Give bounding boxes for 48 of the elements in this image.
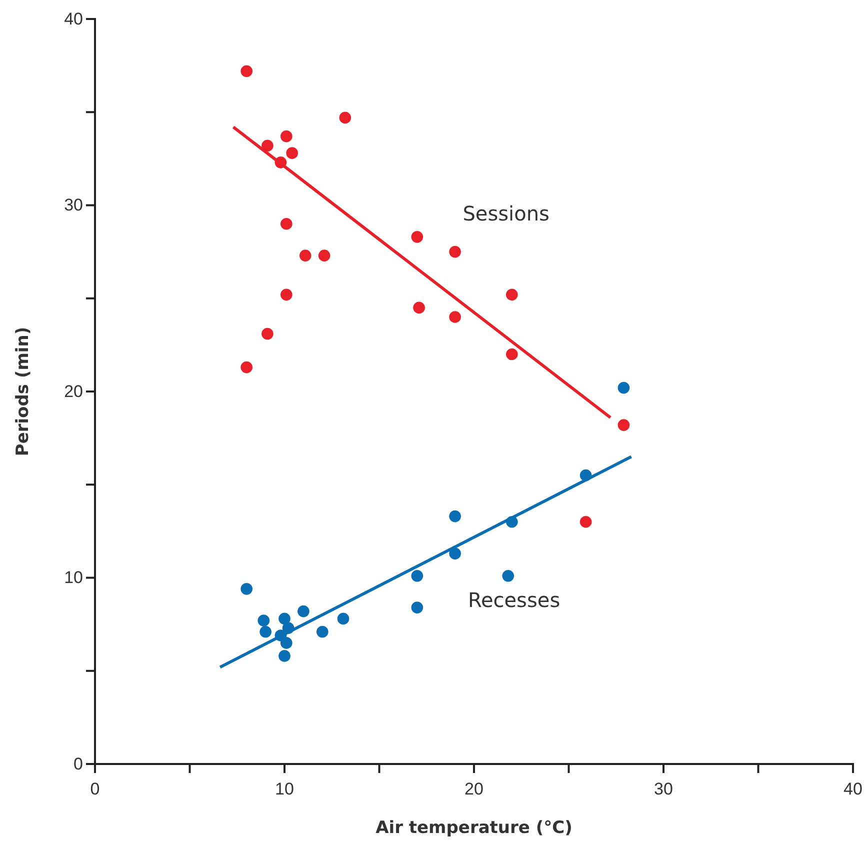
y-tick-label: 40 [64,9,83,28]
point [449,510,461,522]
y-tick-label: 30 [64,196,83,215]
point [298,605,310,618]
x-tick-label: 10 [275,780,294,799]
y-tick-label: 0 [74,754,83,774]
point [411,231,424,243]
point [280,637,292,649]
point [316,626,328,638]
x-tick-label: 30 [654,780,673,799]
point [278,650,290,662]
point [413,302,425,314]
point [618,419,630,431]
x-axis-title: Air temperature (°C) [376,818,572,838]
x-tick-label: 20 [464,780,484,799]
x-tick-label: 0 [90,780,100,799]
point [260,626,272,638]
point [240,361,253,374]
point [411,602,424,614]
point [337,612,350,625]
point [286,147,298,160]
point [318,250,330,262]
point [280,218,292,230]
series-label: Recesses [468,588,560,612]
point [278,612,290,625]
point [449,246,461,258]
point [449,548,461,560]
point [299,250,312,262]
y-tick-label: 20 [64,382,83,401]
point [580,516,592,528]
point [339,112,352,124]
x-tick-label: 40 [844,780,862,799]
point [506,288,518,301]
point [240,583,253,595]
y-tick-label: 10 [64,568,83,588]
point [411,570,424,582]
point [240,65,253,78]
point [618,382,630,394]
point [258,614,270,626]
point [280,288,292,301]
point [449,311,461,323]
y-axis-title: Periods (min) [13,326,33,456]
point [502,570,514,582]
series-label: Sessions [462,201,550,226]
point [280,130,292,142]
point [506,348,518,360]
point [262,328,274,340]
point [262,140,274,152]
